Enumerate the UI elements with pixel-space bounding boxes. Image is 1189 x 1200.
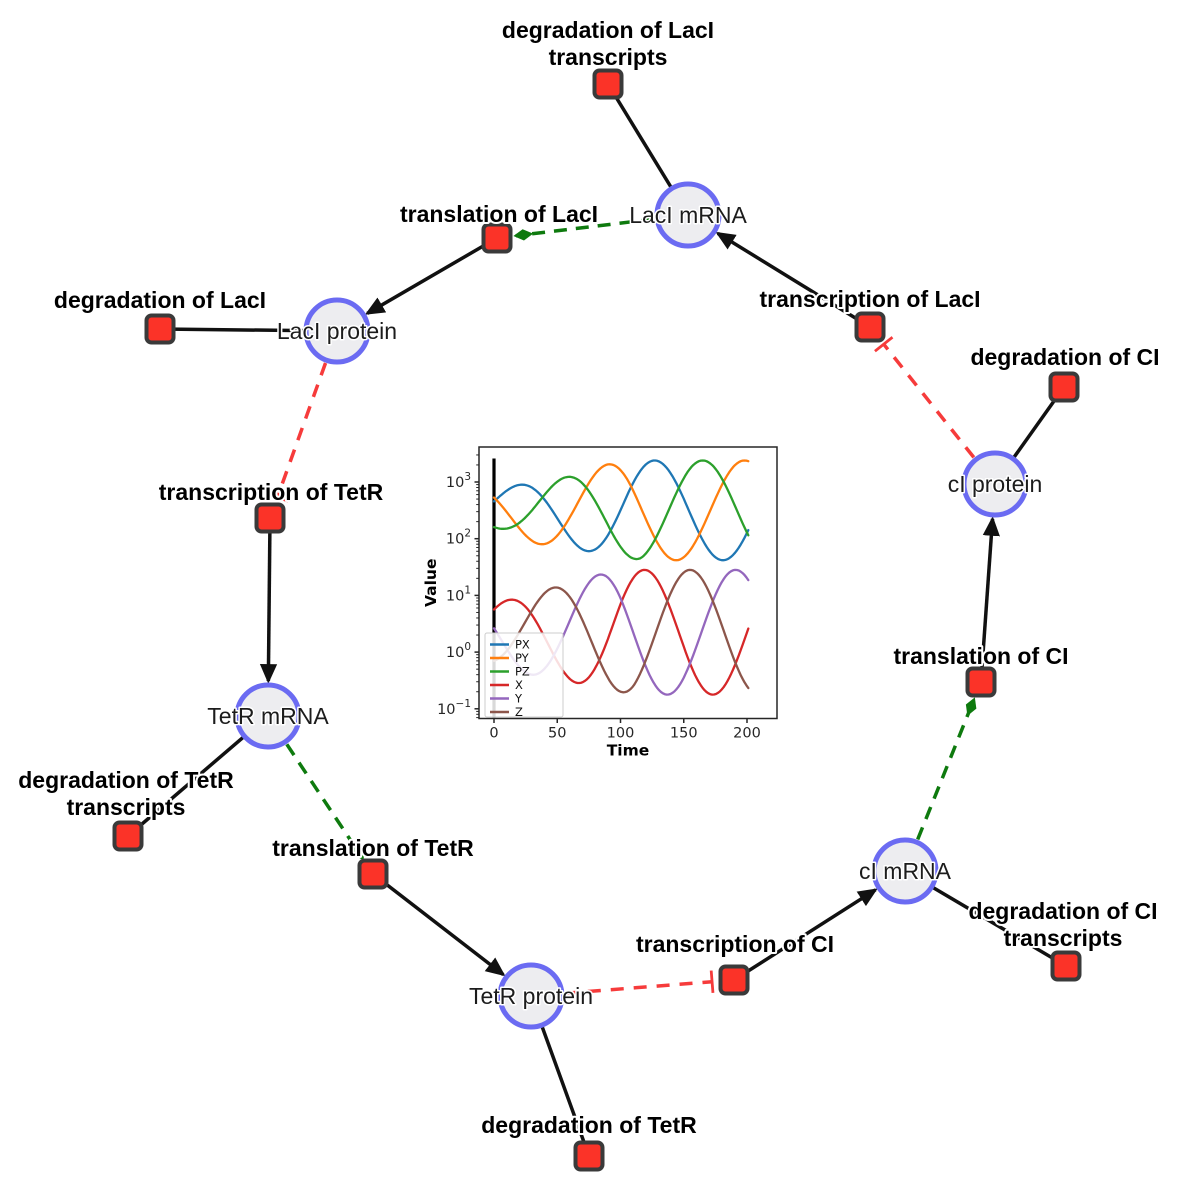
species-label-lacI_protein: LacI protein xyxy=(277,318,397,344)
species-node-tetR_mRNA xyxy=(234,682,302,750)
chart-xlabel: Time xyxy=(607,742,650,760)
chart-y-tick-label: 100 xyxy=(446,641,471,661)
species-label-tetR_mRNA: TetR mRNA xyxy=(207,703,329,729)
chart-x-tick-label: 200 xyxy=(733,726,761,742)
reaction-node-transcription_cI xyxy=(718,964,750,996)
chart-legend-label-PX: PX xyxy=(515,638,530,652)
species-label-tetR_protein: TetR protein xyxy=(469,983,593,1009)
edge-production-transcription_tetR-tetR_mRNA xyxy=(259,517,278,684)
edge-inhibition-lacI_protein-transcription_tetR xyxy=(266,362,328,503)
reaction-label-translation_cI: translation of CI xyxy=(893,643,1068,669)
species-nodes-layer xyxy=(234,181,1029,1030)
reaction-node-transcription_tetR xyxy=(254,502,286,534)
reaction-node-translation_cI xyxy=(965,666,997,698)
chart-x-tick-label: 50 xyxy=(548,726,566,742)
reaction-label-deg_lacI_tx: degradation of LacI transcripts xyxy=(502,17,714,70)
reaction-label-translation_lacI: translation of LacI xyxy=(400,201,598,227)
reaction-node-deg_tetR xyxy=(573,1140,605,1172)
species-label-cI_protein: cI protein xyxy=(948,471,1043,497)
edge-production-transcription_lacI-lacI_mRNA xyxy=(715,231,871,329)
chart-series-PX xyxy=(492,459,750,562)
chart-series-PY xyxy=(492,459,750,562)
chart-legend-box xyxy=(484,632,564,718)
chart-series-Z xyxy=(492,568,750,694)
species-node-cI_protein xyxy=(961,450,1029,518)
edge-production-translation_lacI-lacI_protein xyxy=(364,236,498,315)
chart-x-tick-label: 100 xyxy=(607,726,635,742)
chart-y-tick-label: 10−1 xyxy=(437,698,471,718)
chart-x-tick-label: 0 xyxy=(489,726,498,742)
chart-legend-label-Y: Y xyxy=(514,692,523,706)
reaction-label-deg_cI_tx: degradation of CI transcripts xyxy=(968,898,1157,951)
chart-ylabel: Value xyxy=(422,559,440,607)
species-node-tetR_protein xyxy=(497,962,565,1030)
reaction-node-deg_lacI_tx xyxy=(592,68,624,100)
chart-y-tick-label: 101 xyxy=(446,584,471,604)
reaction-node-deg_lacI xyxy=(144,313,176,345)
reaction-node-translation_tetR xyxy=(357,858,389,890)
chart-y-tick-label: 102 xyxy=(446,528,471,548)
reaction-label-deg_cI: degradation of CI xyxy=(970,344,1159,370)
chart-legend-label-Z: Z xyxy=(515,705,523,719)
edge-catalysis-tetR_mRNA-translation_tetR xyxy=(285,743,364,861)
chart-x-tick-label: 150 xyxy=(670,726,698,742)
chart-series-X xyxy=(492,568,750,696)
species-node-cI_mRNA xyxy=(871,837,939,905)
reaction-label-deg_tetR: degradation of TetR xyxy=(481,1112,697,1138)
reaction-label-translation_tetR: translation of TetR xyxy=(272,835,474,861)
reaction-label-deg_tetR_tx: degradation of TetR transcripts xyxy=(18,767,234,820)
edge-inhibition-cI_protein-transcription_lacI xyxy=(874,336,976,459)
edge-catalysis-lacI_mRNA-translation_lacI xyxy=(513,217,655,241)
reaction-nodes-layer xyxy=(112,68,1082,1172)
edge-catalysis-cI_mRNA-translation_cI xyxy=(916,697,977,841)
reaction-node-deg_cI_tx xyxy=(1050,950,1082,982)
species-node-lacI_mRNA xyxy=(654,181,722,249)
chart-legend-label-PZ: PZ xyxy=(515,665,530,679)
species-label-lacI_mRNA: LacI mRNA xyxy=(629,202,747,228)
reaction-node-deg_cI xyxy=(1048,371,1080,403)
edge-production-transcription_cI-cI_mRNA xyxy=(733,888,878,982)
chart-y-tick-label: 103 xyxy=(446,471,471,491)
reaction-label-transcription_cI: transcription of CI xyxy=(636,931,834,957)
edge-production-translation_tetR-tetR_protein xyxy=(371,872,506,977)
species-node-lacI_protein xyxy=(303,297,371,365)
labels-layer: LacI mRNA LacI protein TetR mRNA TetR prote… xyxy=(16,15,1161,1140)
edge-production-translation_cI-cI_protein xyxy=(979,516,1000,683)
chart-legend-label-PY: PY xyxy=(515,651,530,665)
reaction-node-translation_lacI xyxy=(481,222,513,254)
reaction-node-deg_tetR_tx xyxy=(112,820,144,852)
reaction-label-transcription_lacI: transcription of LacI xyxy=(759,286,980,312)
edge-inhibition-tetR_protein-transcription_cI xyxy=(564,970,715,996)
reaction-label-transcription_tetR: transcription of TetR xyxy=(159,479,384,505)
chart-legend-label-X: X xyxy=(515,678,523,692)
species-label-cI_mRNA: cI mRNA xyxy=(859,858,952,884)
reaction-label-deg_lacI: degradation of LacI xyxy=(54,287,266,313)
reaction-node-transcription_lacI xyxy=(854,311,886,343)
chart-series-PZ xyxy=(492,459,750,561)
